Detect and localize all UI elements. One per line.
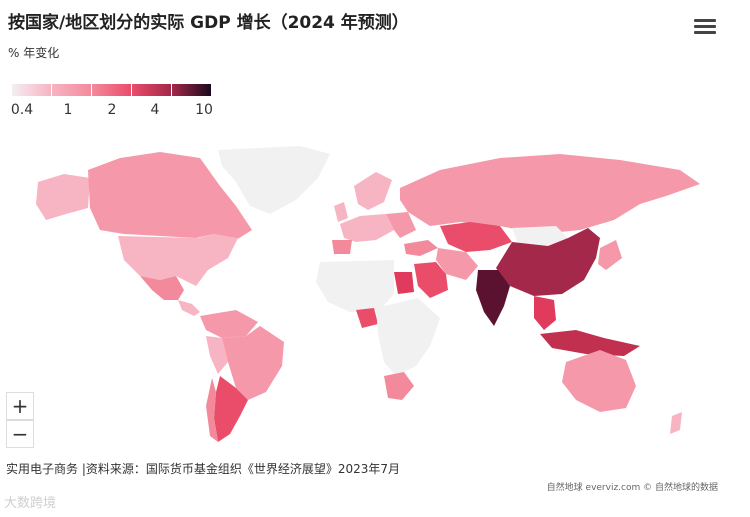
region-peru[interactable] — [206, 336, 228, 374]
region-scandinavia[interactable] — [354, 172, 392, 210]
legend-swatch — [52, 84, 92, 96]
map-credit: 自然地球 everviz.com © 自然地球的数据 — [546, 483, 718, 493]
region-nigeria[interactable] — [356, 308, 378, 328]
region-mongolia[interactable] — [512, 226, 568, 246]
chart-title: 按国家/地区划分的实际 GDP 增长（2024 年预测） — [8, 13, 409, 33]
region-turkey[interactable] — [404, 240, 438, 256]
legend-tick-label: 10 — [195, 102, 213, 118]
legend-swatch — [12, 84, 52, 96]
legend-swatch — [172, 84, 212, 96]
region-eastern-europe[interactable] — [386, 212, 416, 238]
region-greenland[interactable] — [218, 146, 330, 214]
legend-tick-label: 4 — [150, 102, 160, 118]
region-india[interactable] — [476, 270, 510, 326]
region-south-africa[interactable] — [384, 372, 414, 400]
region-saudi-arabia[interactable] — [414, 262, 448, 298]
region-russia[interactable] — [400, 154, 700, 234]
region-canada[interactable] — [88, 152, 252, 240]
region-mexico[interactable] — [140, 276, 184, 300]
region-iberia[interactable] — [332, 240, 352, 254]
region-iran[interactable] — [436, 248, 478, 280]
region-north-africa[interactable] — [316, 260, 394, 312]
legend-tick-label: 2 — [107, 102, 117, 118]
region-central-asia[interactable] — [440, 222, 512, 252]
source-note: 实用电子商务 |资料来源：国际货币基金组织《世界经济展望》2023年7月 — [6, 462, 401, 476]
legend-tick-label: 1 — [63, 102, 73, 118]
region-indonesia[interactable] — [540, 330, 640, 356]
region-southeast-asia[interactable] — [534, 296, 556, 330]
region-chile[interactable] — [206, 378, 218, 442]
region-japan[interactable] — [598, 240, 622, 270]
color-legend — [12, 84, 212, 96]
region-north-south-america[interactable] — [200, 310, 258, 338]
region-china[interactable] — [496, 228, 600, 296]
region-egypt[interactable] — [394, 272, 414, 294]
region-usa[interactable] — [118, 234, 238, 286]
chart-subtitle: % 年变化 — [8, 46, 60, 60]
region-new-zealand[interactable] — [670, 412, 682, 434]
region-central-america[interactable] — [178, 300, 200, 316]
zoom-in-button[interactable]: + — [6, 392, 34, 420]
region-argentina[interactable] — [214, 376, 248, 442]
region-australia[interactable] — [562, 350, 636, 412]
region-brazil[interactable] — [222, 326, 284, 400]
hamburger-menu-icon[interactable] — [694, 16, 716, 36]
region-uk[interactable] — [334, 202, 348, 222]
legend-swatch — [92, 84, 132, 96]
watermark-text: 大数跨境 — [4, 496, 57, 511]
legend-swatch — [132, 84, 172, 96]
region-central-africa[interactable] — [376, 298, 440, 376]
legend-tick-labels: 0.4 1 2 4 10 — [10, 102, 222, 120]
world-map[interactable] — [0, 130, 750, 450]
zoom-out-button[interactable]: − — [6, 420, 34, 448]
legend-tick-label: 0.4 — [10, 102, 34, 118]
region-western-europe[interactable] — [340, 214, 394, 242]
region-alaska[interactable] — [36, 174, 90, 220]
